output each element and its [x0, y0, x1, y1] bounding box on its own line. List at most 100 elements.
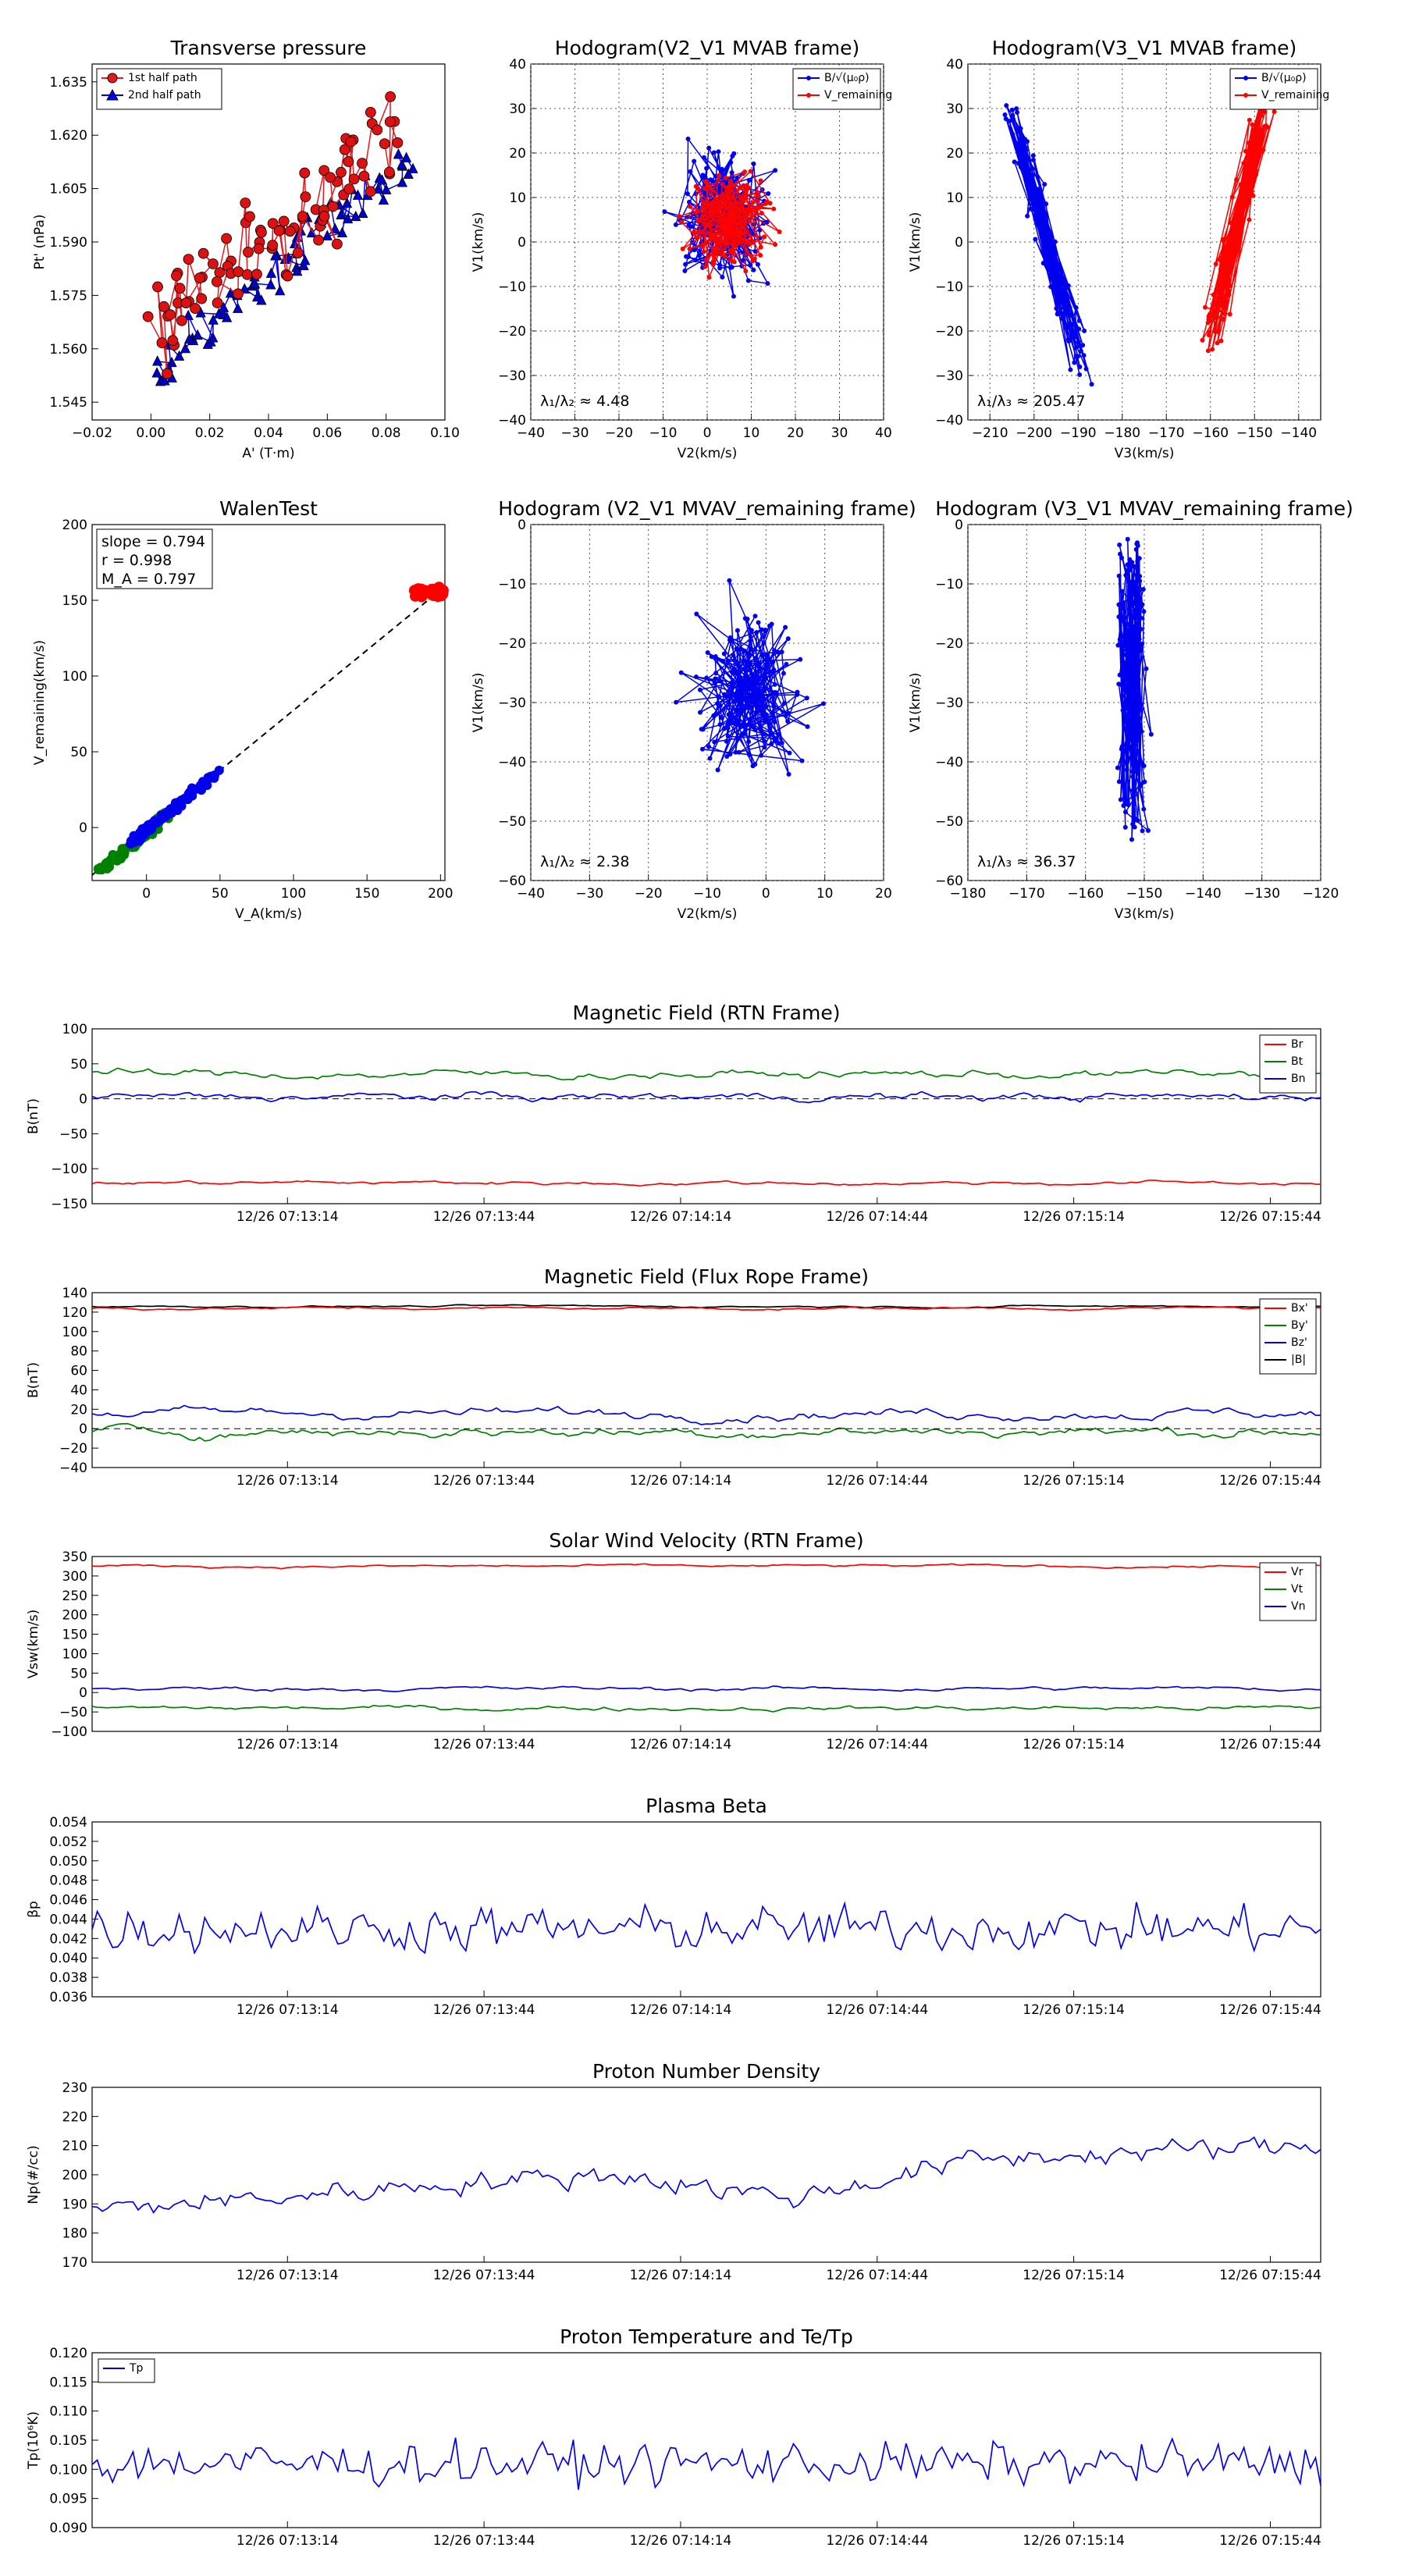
h2-b-path-point: [1052, 272, 1058, 277]
h3-b-path-point: [724, 738, 729, 744]
h1-v-path-point: [742, 209, 747, 215]
h4-b-path-point: [1142, 779, 1147, 785]
brtn-legend-label: Bn: [1291, 1073, 1305, 1085]
vsw-legend-label: Vn: [1291, 1600, 1305, 1613]
h2-b-path-point: [1033, 237, 1038, 242]
pt-series-1st-marker: [325, 172, 336, 183]
h2-b-path-point: [1014, 106, 1019, 112]
h3-b-path-point: [761, 698, 767, 703]
h1-v-path-point: [711, 258, 717, 264]
walen-point-blue: [130, 831, 140, 841]
h1-ylabel: V1(km/s): [471, 212, 486, 272]
beta-xtick-label: 12/26 07:14:14: [630, 2002, 732, 2018]
h4-b-path-point: [1129, 560, 1135, 565]
h2-v-path-point: [1246, 154, 1251, 159]
h3-b-path-point: [705, 649, 710, 655]
pt-series-2nd-marker: [270, 250, 281, 261]
h2-b-path-point: [1028, 206, 1033, 212]
h1-v-path-point: [740, 224, 745, 229]
pt-series-2nd-marker: [292, 265, 303, 276]
h3-b-path-point: [720, 658, 725, 664]
walen-point-red: [437, 585, 449, 596]
bfr-xtick-label: 12/26 07:14:44: [826, 1473, 928, 1489]
pt-ytick-label: 1.590: [49, 235, 87, 251]
tp-xtick-label: 12/26 07:15:14: [1023, 2533, 1125, 2549]
h2-b-path-point: [1003, 116, 1008, 122]
h2-ytick-label: 30: [946, 101, 963, 117]
pt-series-2nd-marker: [397, 158, 407, 169]
pt-series-2nd-marker: [336, 208, 347, 220]
h2-b-path-point: [1048, 252, 1054, 258]
h1-v-path-point: [723, 175, 728, 180]
brtn-xtick-label: 12/26 07:15:44: [1219, 1209, 1321, 1225]
h4-b-path-point: [1125, 562, 1130, 568]
h1-v-path-point: [754, 190, 759, 195]
h4-b-path-point: [1122, 795, 1127, 800]
h1-v-path-point: [727, 183, 733, 188]
h2-v-path-point: [1243, 174, 1248, 180]
h3-b-path-point: [762, 738, 767, 744]
h4-b-path-point: [1128, 627, 1133, 632]
pt-series-1st-marker: [162, 368, 173, 379]
bfr-ytick-label: 40: [70, 1382, 87, 1398]
h4-b-path-point: [1133, 688, 1138, 694]
beta-axes-frame: [91, 1821, 1321, 1998]
h2-v-path-point: [1213, 262, 1218, 267]
h4-b-path-point: [1127, 725, 1133, 731]
beta-ytick-label: 0.054: [49, 1815, 87, 1831]
pt-series-2nd-marker: [393, 148, 404, 159]
h2-xtick-label: −190: [1060, 425, 1097, 441]
h2-xlabel: V3(km/s): [1115, 446, 1175, 461]
h1-ytick-label: −10: [498, 279, 526, 295]
h2-v-path-point: [1224, 278, 1229, 283]
h4-b-path-point: [1140, 828, 1145, 834]
h2-b-path-point: [1075, 354, 1080, 359]
bfr-legend-label: Bx': [1291, 1302, 1308, 1315]
vsw-ytick-label: 100: [62, 1646, 87, 1662]
vsw-ytick-label: −100: [51, 1724, 87, 1740]
h2-b-path-point: [1044, 258, 1049, 263]
h4-b-path-point: [1136, 607, 1141, 612]
h3-b-path-point: [736, 749, 742, 755]
h2-b-path-point: [1058, 268, 1064, 273]
h3-b-path-point: [763, 704, 769, 710]
h2-b-path-point: [1068, 367, 1073, 372]
brtn-legend-label: Bt: [1291, 1055, 1304, 1068]
h2-b-path-point: [1024, 139, 1030, 144]
h4-b-path-point: [1132, 579, 1137, 585]
vsw-ytick-label: 150: [62, 1628, 87, 1643]
h1-b-path-point: [711, 150, 717, 155]
pt-series-2nd-marker: [381, 183, 392, 194]
h1-v-path-point: [746, 186, 752, 191]
tp-ylabel: Tp(10⁶K): [26, 2411, 41, 2470]
h2-v-path-point: [1222, 311, 1227, 316]
h3-b-path-point: [717, 677, 722, 682]
bfr-ytick-label: 0: [79, 1421, 87, 1437]
bfr-xtick-label: 12/26 07:15:14: [1023, 1473, 1125, 1489]
h2-b-path-point: [1035, 214, 1040, 219]
pt-series-1st-marker: [183, 254, 194, 265]
h2-b-path-point: [1012, 159, 1017, 165]
h2-v-path-point: [1242, 182, 1247, 187]
h2-v-path-point: [1206, 333, 1211, 338]
h2-v-path-point: [1225, 244, 1230, 250]
h3-b-path-point: [762, 745, 767, 750]
h4-title: Hodogram (V3_V1 MVAV_remaining frame): [935, 497, 1353, 520]
h2-b-path-point: [1060, 312, 1065, 318]
h4-b-path-point: [1130, 703, 1136, 708]
h4-b-path-point: [1125, 700, 1130, 706]
h1-v-path-point: [730, 235, 735, 240]
pt-series-2nd-marker: [350, 210, 361, 222]
h1-ytick-label: −20: [498, 324, 526, 340]
h2-v-path-point: [1227, 249, 1232, 254]
h3-b-path-point: [759, 753, 764, 758]
h2-b-path-point: [1062, 299, 1067, 304]
h2-b-path-point: [1076, 318, 1082, 323]
h1-v-path-point: [694, 235, 699, 240]
h3-b-path-point: [762, 731, 767, 737]
h2-ytick-label: −10: [935, 279, 963, 295]
h2-b-path-point: [1004, 103, 1009, 109]
h3-xtick-label: −10: [693, 886, 721, 902]
pt-series-2nd-marker: [400, 151, 412, 162]
brtn-xtick-label: 12/26 07:13:44: [433, 1209, 535, 1225]
